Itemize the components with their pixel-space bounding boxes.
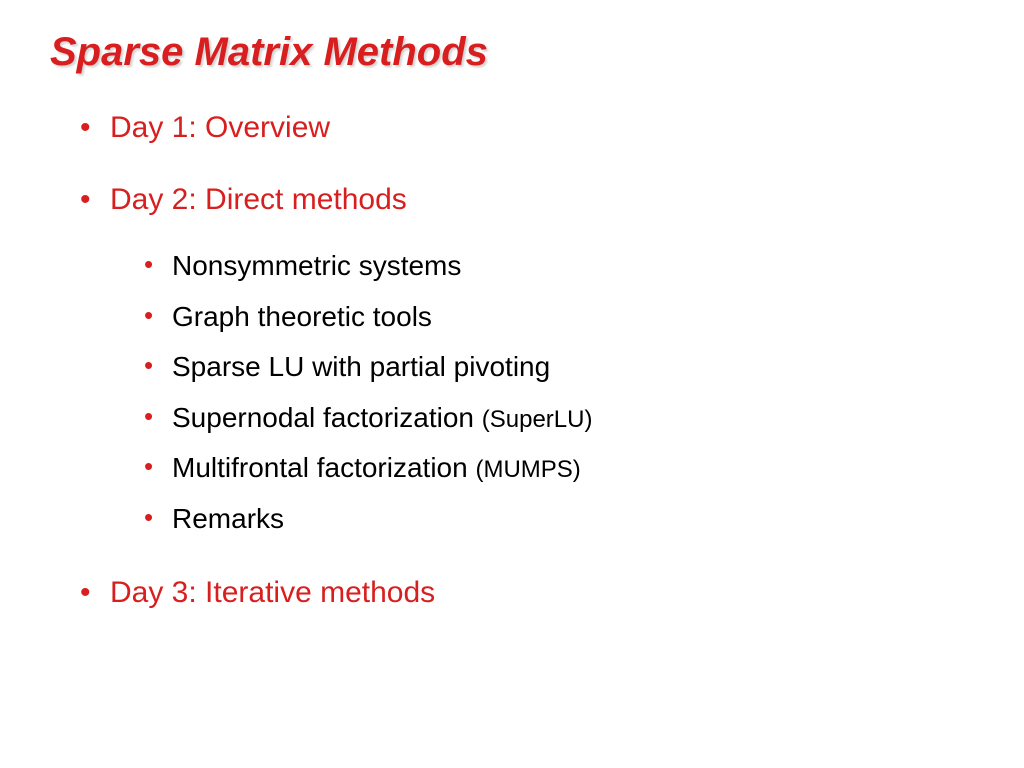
sub-bullet-1: Nonsymmetric systems xyxy=(172,246,974,287)
slide: Sparse Matrix Methods Day 1: Overview Da… xyxy=(0,0,1024,768)
bullet-list-level1: Day 1: Overview Day 2: Direct methods No… xyxy=(50,109,974,611)
sub-bullet-2-text: Graph theoretic tools xyxy=(172,301,432,332)
bullet-day2: Day 2: Direct methods Nonsymmetric syste… xyxy=(110,181,974,540)
bullet-day3: Day 3: Iterative methods xyxy=(110,574,974,612)
sub-bullet-5-paren: (MUMPS) xyxy=(475,456,580,483)
sub-bullet-3: Sparse LU with partial pivoting xyxy=(172,347,974,388)
bullet-day1-text: Day 1: Overview xyxy=(110,111,330,144)
sub-bullet-3-text: Sparse LU with partial pivoting xyxy=(172,351,550,382)
sub-bullet-5: Multifrontal factorization (MUMPS) xyxy=(172,448,974,489)
sub-bullet-5-main: Multifrontal factorization xyxy=(172,452,475,483)
sub-bullet-4-paren: (SuperLU) xyxy=(482,406,593,433)
bullet-day1: Day 1: Overview xyxy=(110,109,974,147)
sub-bullet-6-text: Remarks xyxy=(172,503,284,534)
sub-bullet-4: Supernodal factorization (SuperLU) xyxy=(172,398,974,439)
slide-title: Sparse Matrix Methods xyxy=(50,30,974,75)
bullet-day3-text: Day 3: Iterative methods xyxy=(110,576,435,609)
sub-bullet-2: Graph theoretic tools xyxy=(172,297,974,338)
bullet-list-level2: Nonsymmetric systems Graph theoretic too… xyxy=(110,246,974,540)
sub-bullet-1-text: Nonsymmetric systems xyxy=(172,250,461,281)
bullet-day2-text: Day 2: Direct methods xyxy=(110,183,407,216)
sub-bullet-6: Remarks xyxy=(172,499,974,540)
sub-bullet-4-main: Supernodal factorization xyxy=(172,402,482,433)
